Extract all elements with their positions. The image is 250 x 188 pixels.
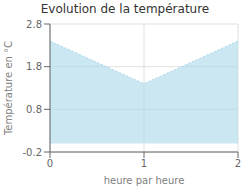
svg-text:1.8: 1.8 <box>26 61 42 72</box>
svg-text:1: 1 <box>141 158 147 169</box>
svg-text:0: 0 <box>47 158 53 169</box>
svg-text:heure par heure: heure par heure <box>104 175 185 186</box>
html-text:Evolution de la température: Evolution de la température <box>40 2 210 16</box>
svg-text:-0.2: -0.2 <box>22 147 42 158</box>
svg-text:2.8: 2.8 <box>26 19 42 30</box>
svg-text:0.8: 0.8 <box>26 104 42 115</box>
svg-text:Température en °C: Température en °C <box>8 41 14 136</box>
svg-text:2: 2 <box>235 158 241 169</box>
